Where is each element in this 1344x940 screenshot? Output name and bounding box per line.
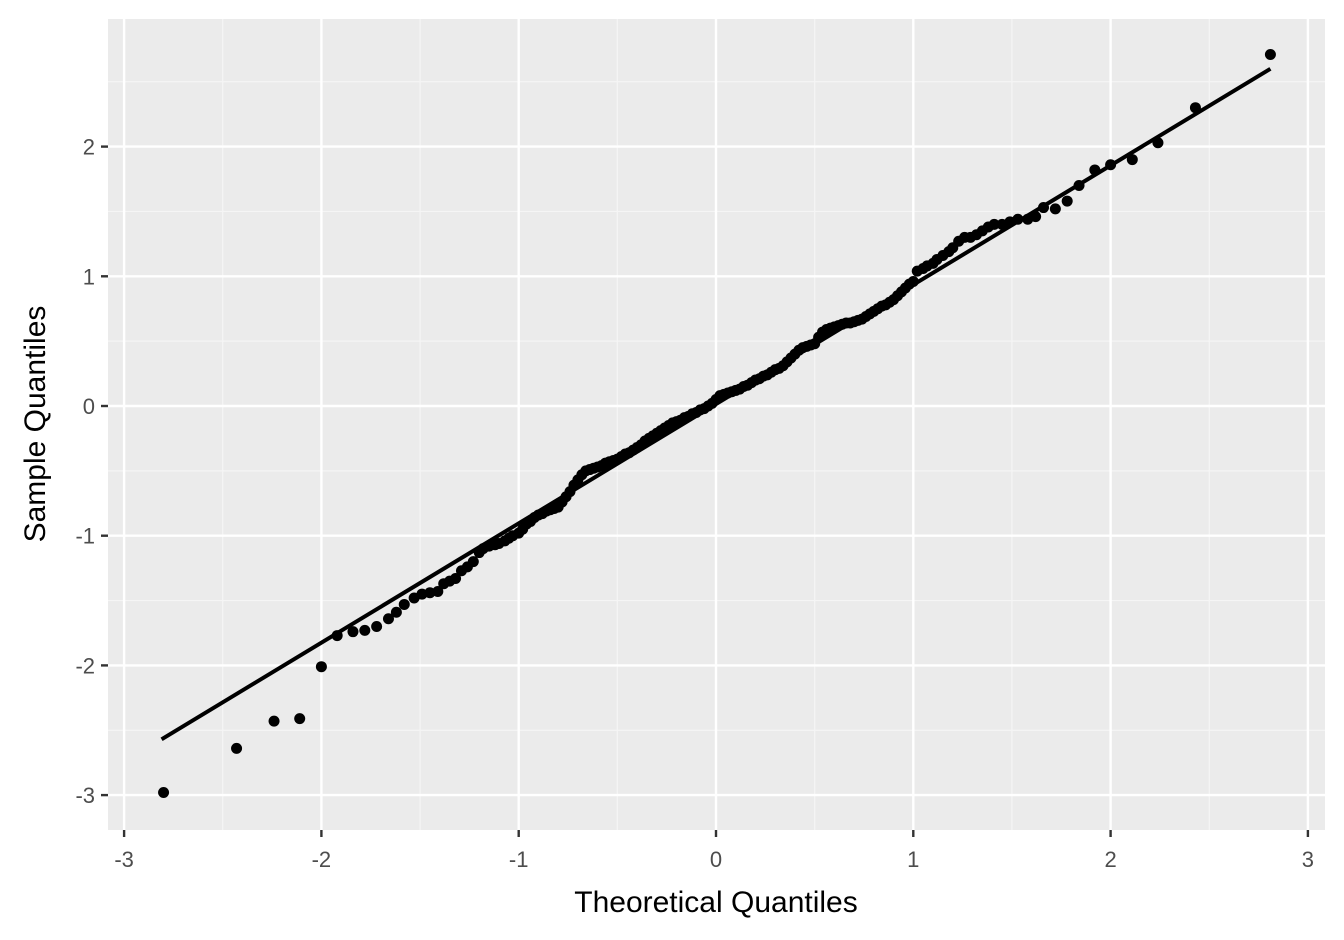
x-axis-title: Theoretical Quantiles <box>574 886 857 919</box>
major-gridlines <box>108 19 1325 830</box>
x-tick-label: -3 <box>114 847 134 872</box>
data-point <box>467 556 479 568</box>
data-point <box>1061 195 1073 207</box>
y-tick-label: -1 <box>75 524 95 549</box>
x-tick-label: -2 <box>312 847 332 872</box>
data-point <box>1089 164 1101 176</box>
x-axis: -3 -2 -1 0 1 2 3 <box>114 830 1314 872</box>
data-point <box>1189 102 1201 114</box>
data-points <box>158 49 1276 799</box>
data-point <box>1038 202 1050 214</box>
data-point <box>398 598 410 610</box>
data-point <box>158 787 170 799</box>
data-point <box>231 742 243 754</box>
data-point <box>450 573 462 585</box>
data-point <box>988 218 1000 230</box>
y-tick-label: 1 <box>83 264 95 289</box>
data-point <box>315 661 327 673</box>
y-tick-label: -2 <box>75 653 95 678</box>
data-point <box>1049 203 1061 215</box>
data-point <box>1152 137 1164 149</box>
y-tick-label: 2 <box>83 135 95 160</box>
data-point <box>432 585 444 597</box>
data-point <box>268 715 280 727</box>
data-point <box>382 613 394 625</box>
data-point <box>1012 213 1024 225</box>
x-tick-label: 1 <box>907 847 919 872</box>
data-point <box>390 606 402 618</box>
data-point <box>359 624 371 636</box>
x-tick-label: 0 <box>710 847 722 872</box>
data-point <box>1264 49 1276 61</box>
data-point <box>907 275 919 287</box>
data-point <box>331 630 343 642</box>
data-point <box>1073 180 1085 192</box>
y-tick-label: -3 <box>75 783 95 808</box>
x-tick-label: 2 <box>1104 847 1116 872</box>
x-tick-label: 3 <box>1302 847 1314 872</box>
y-tick-label: 0 <box>83 394 95 419</box>
y-axis-title: Sample Quantiles <box>19 306 52 543</box>
data-point <box>1126 154 1138 166</box>
x-tick-label: -1 <box>509 847 529 872</box>
data-point <box>1030 211 1042 223</box>
data-point <box>1105 159 1117 171</box>
data-point <box>294 713 306 725</box>
data-point <box>371 620 383 632</box>
y-axis: -3 -2 -1 0 1 2 <box>75 135 108 808</box>
data-point <box>347 626 359 638</box>
